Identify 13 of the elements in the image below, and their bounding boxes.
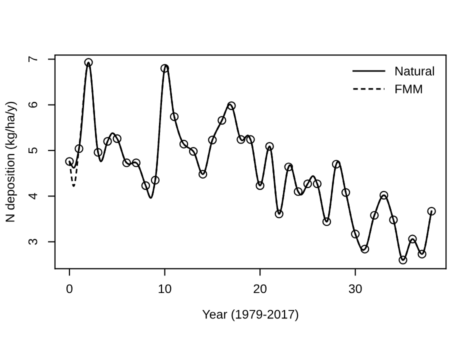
y-tick-label: 5 <box>28 148 38 154</box>
x-tick-label: 0 <box>66 284 72 294</box>
legend-label: FMM <box>396 84 422 94</box>
x-tick-label: 30 <box>348 284 362 294</box>
y-tick-label: 6 <box>28 102 38 108</box>
legend-label: Natural <box>396 66 434 76</box>
y-tick-label: 4 <box>28 193 38 200</box>
x-tick-label: 20 <box>254 284 266 294</box>
x-tick-label: 10 <box>158 284 172 294</box>
x-axis-title: Year (1979-2017) <box>202 310 298 322</box>
y-tick-label: 7 <box>28 56 38 62</box>
y-axis-title: N deposition (kg/ha/y) <box>5 102 17 222</box>
y-tick-label: 3 <box>28 238 38 245</box>
